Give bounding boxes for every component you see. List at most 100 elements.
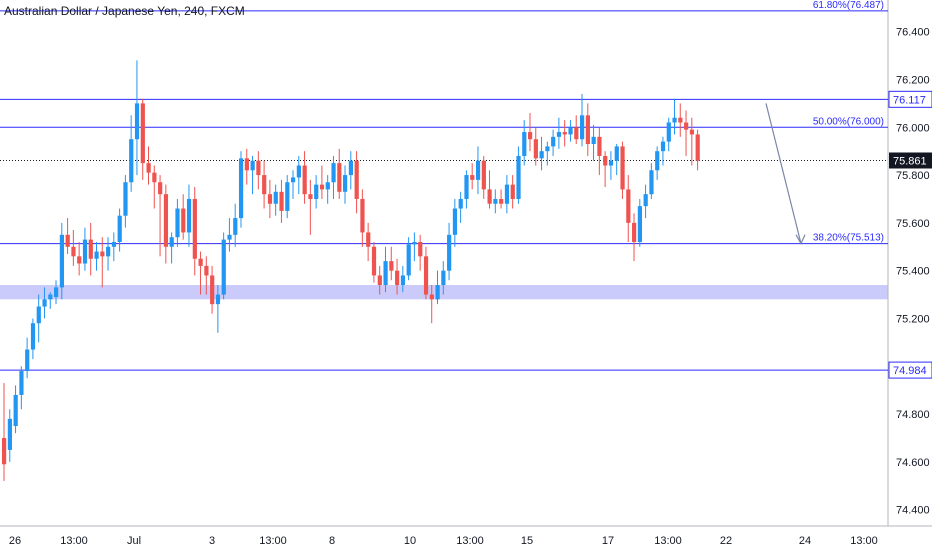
candle-body: [626, 189, 631, 223]
candle-body: [314, 184, 319, 199]
candle-body: [666, 122, 671, 142]
candle-body: [637, 206, 642, 242]
time-tick-label: 26: [9, 535, 21, 547]
candle-body: [366, 232, 371, 247]
candle-body: [65, 234, 70, 247]
candle-body: [452, 208, 458, 235]
candle-body: [608, 160, 614, 166]
candle-body: [504, 184, 510, 204]
time-tick-label: 3: [209, 535, 215, 547]
candle-body: [158, 182, 163, 195]
candle-body: [522, 132, 527, 156]
level-tag-support: [888, 361, 932, 379]
candle-body: [343, 175, 348, 192]
price-tick-label: 76.400: [896, 27, 930, 39]
candle-body: [684, 122, 689, 130]
time-tick-label: 24: [799, 535, 811, 547]
projection-arrow-head: [795, 234, 806, 246]
candle-body: [54, 287, 59, 297]
time-tick-label: 15: [521, 535, 533, 547]
candle-body: [25, 349, 30, 372]
candle-body: [580, 115, 585, 140]
candle-body: [395, 270, 400, 286]
candle-body: [516, 155, 521, 199]
candle-body: [562, 132, 567, 135]
candle-body: [30, 323, 36, 350]
price-tick-label: 75.200: [896, 313, 930, 325]
candle-body: [574, 127, 579, 140]
level-label-fib-50: 50.00%(76.000): [813, 116, 884, 127]
candle-body: [181, 208, 186, 233]
candle-body: [111, 241, 117, 247]
time-tick-label: 17: [602, 535, 614, 547]
candle-body: [77, 256, 82, 264]
candle-body: [302, 165, 307, 195]
time-tick-label: 13:00: [60, 535, 88, 547]
time-tick-label: 13:00: [259, 535, 287, 547]
price-tick-label: 75.600: [896, 218, 930, 230]
candle-body: [2, 437, 7, 465]
price-tick-label: 76.000: [896, 122, 930, 134]
candle-body: [423, 256, 429, 295]
price-tick-label: 74.800: [896, 409, 930, 421]
price-tick-label: 74.600: [896, 457, 930, 469]
candle-body: [88, 239, 93, 259]
candle-body: [481, 160, 486, 190]
candle-body: [632, 222, 637, 242]
candle-body: [429, 294, 434, 300]
candle-body: [250, 160, 255, 171]
candle-body: [227, 234, 232, 240]
candle-body: [660, 141, 666, 152]
candle-body: [175, 208, 180, 238]
candle-body: [117, 215, 122, 242]
candle-body: [129, 139, 134, 183]
support-zone: [0, 285, 888, 300]
candle-body: [551, 136, 556, 147]
candle-body: [655, 151, 660, 171]
candle-body: [215, 294, 221, 305]
candle-body: [435, 285, 440, 300]
candle-body: [296, 165, 301, 178]
candle-body: [186, 198, 192, 233]
candle-body: [244, 158, 249, 171]
candle-body: [377, 275, 382, 286]
time-tick-label: 8: [329, 535, 335, 547]
candle-body: [643, 194, 648, 207]
candle-body: [262, 175, 267, 195]
candle-body: [140, 103, 145, 164]
price-tick-label: 76.200: [896, 74, 930, 86]
candle-body: [204, 265, 209, 276]
candle-body: [123, 182, 128, 216]
candle-body: [42, 299, 47, 307]
candle-body: [325, 182, 330, 190]
candle-body: [672, 117, 677, 123]
time-tick-label: 13:00: [850, 535, 878, 547]
candle-body: [238, 158, 244, 219]
candle-body: [539, 151, 544, 159]
current-price-tag: [889, 152, 932, 169]
candle-body: [568, 127, 573, 135]
candle-body: [493, 198, 498, 204]
candle-body: [319, 184, 325, 190]
candle-body: [597, 136, 602, 156]
candle-body: [406, 244, 411, 276]
current-price-text: 75.861: [893, 155, 927, 167]
candle-body: [470, 175, 475, 180]
candle-body: [400, 275, 406, 286]
candle-body: [689, 129, 695, 135]
candle-body: [106, 246, 111, 257]
candle-body: [418, 241, 423, 257]
time-tick-label: 13:00: [456, 535, 484, 547]
candle-body: [134, 103, 140, 140]
candle-body: [475, 160, 481, 180]
time-tick-label: 10: [404, 535, 416, 547]
candle-body: [71, 246, 76, 257]
candle-body: [383, 261, 388, 286]
candle-body: [94, 251, 99, 259]
candle-body: [7, 418, 12, 450]
time-tick-label: 13:00: [654, 535, 682, 547]
candle-body: [308, 194, 313, 199]
candle-body: [221, 239, 226, 295]
